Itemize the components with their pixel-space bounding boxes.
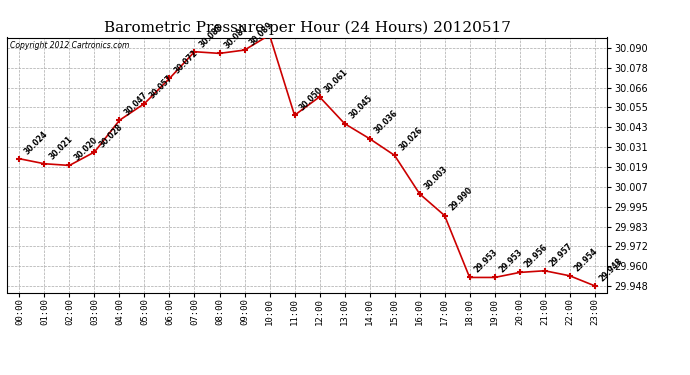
Text: 30.057: 30.057 xyxy=(147,74,174,101)
Text: 30.026: 30.026 xyxy=(397,126,424,153)
Text: 29.948: 29.948 xyxy=(598,256,624,283)
Text: 30.036: 30.036 xyxy=(373,109,400,136)
Text: 30.088: 30.088 xyxy=(197,22,224,49)
Text: 30.028: 30.028 xyxy=(97,122,124,149)
Text: 29.990: 29.990 xyxy=(447,186,474,213)
Text: 30.020: 30.020 xyxy=(72,136,99,163)
Text: 30.003: 30.003 xyxy=(422,164,449,191)
Text: 30.061: 30.061 xyxy=(322,67,349,94)
Text: 30.050: 30.050 xyxy=(297,86,324,112)
Text: 29.954: 29.954 xyxy=(573,246,600,273)
Text: 29.957: 29.957 xyxy=(547,241,574,268)
Text: 30.021: 30.021 xyxy=(47,134,74,161)
Text: 30.087: 30.087 xyxy=(222,24,249,51)
Text: Copyright 2012 Cartronics.com: Copyright 2012 Cartronics.com xyxy=(10,41,129,50)
Text: 29.953: 29.953 xyxy=(473,248,500,274)
Text: 30.024: 30.024 xyxy=(22,129,49,156)
Text: 30.072: 30.072 xyxy=(172,49,199,76)
Text: 30.047: 30.047 xyxy=(122,90,149,117)
Text: 30.098: 30.098 xyxy=(0,374,1,375)
Text: 29.953: 29.953 xyxy=(497,248,524,274)
Title: Barometric Pressure per Hour (24 Hours) 20120517: Barometric Pressure per Hour (24 Hours) … xyxy=(104,21,511,35)
Text: 30.045: 30.045 xyxy=(347,94,374,121)
Text: 29.956: 29.956 xyxy=(522,243,549,270)
Text: 30.089: 30.089 xyxy=(247,20,275,47)
